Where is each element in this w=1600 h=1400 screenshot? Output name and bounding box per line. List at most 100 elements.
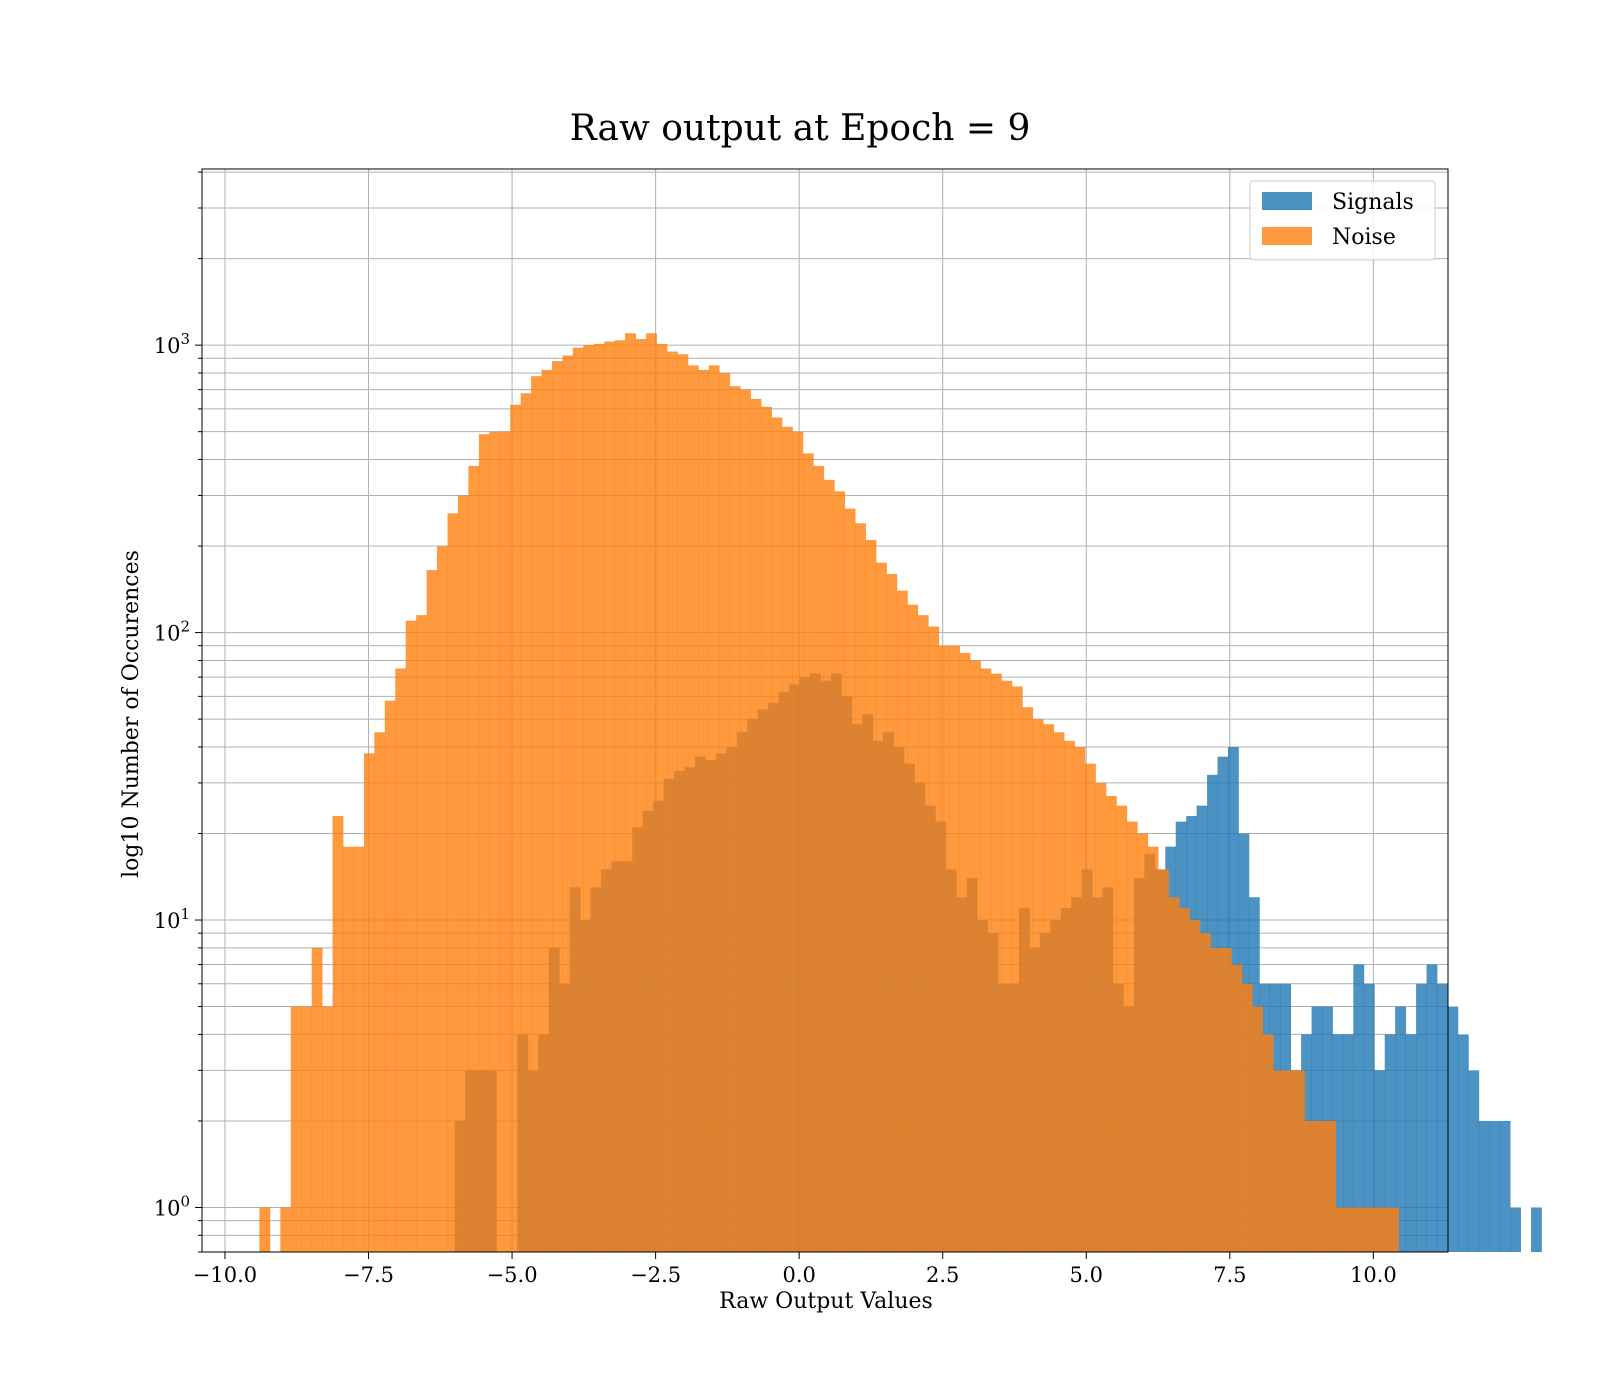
noise-bar [1001, 680, 1013, 1252]
signals-bar [1478, 1120, 1490, 1252]
noise-bar [1356, 1207, 1368, 1252]
noise-bar [761, 406, 772, 1252]
noise-bar [374, 732, 386, 1252]
noise-bar [917, 615, 929, 1252]
noise-bar [1367, 1207, 1379, 1252]
noise-bar [1179, 908, 1190, 1252]
noise-bar [1346, 1207, 1358, 1252]
noise-bar [1022, 707, 1034, 1252]
noise-bar [834, 491, 846, 1253]
noise-bar [405, 620, 417, 1252]
noise-bar [865, 539, 877, 1252]
legend-swatch-signals [1262, 192, 1312, 210]
legend-label-signals: Signals [1332, 190, 1414, 215]
noise-bar [949, 645, 960, 1252]
noise-bar [1043, 724, 1055, 1252]
signals-bar [1447, 1006, 1459, 1252]
noise-bar [593, 343, 605, 1252]
noise-bar [625, 333, 637, 1252]
noise-bar [855, 523, 866, 1252]
noise-bar [572, 347, 584, 1252]
noise-bar [928, 626, 940, 1252]
noise-bar [1074, 746, 1086, 1252]
noise-bar [280, 1207, 292, 1252]
x-tick-label: 7.5 [1213, 1263, 1246, 1287]
noise-bar [1335, 1207, 1347, 1252]
signals-bar [1468, 1070, 1480, 1252]
noise-bar [740, 389, 751, 1252]
noise-bar [311, 947, 323, 1252]
y-tick-label: 102 [154, 618, 190, 646]
noise-bar [1377, 1207, 1389, 1252]
noise-bar [552, 361, 563, 1253]
x-axis-ticks: −10.0 −7.5 −5.0 −2.5 0.0 2.5 5.0 7.5 10.0 [193, 1252, 1397, 1287]
noise-bar [1210, 947, 1222, 1252]
noise-bar [907, 604, 919, 1252]
noise-bar [792, 431, 804, 1252]
x-tick-label: −2.5 [630, 1263, 681, 1287]
noise-bar [1220, 947, 1232, 1252]
x-tick-label: 2.5 [926, 1263, 959, 1287]
noise-bar [1294, 1070, 1305, 1252]
noise-bar [499, 431, 511, 1252]
noise-bar [844, 508, 856, 1252]
noise-bar [802, 453, 814, 1252]
x-tick-label: 10.0 [1350, 1263, 1397, 1287]
noise-bar [886, 573, 898, 1252]
noise-bar [426, 570, 438, 1252]
noise-bar [823, 479, 835, 1252]
noise-bar [938, 645, 950, 1252]
legend: Signals Noise [1249, 180, 1436, 261]
noise-bar [970, 660, 981, 1252]
noise-bar [1147, 846, 1159, 1252]
noise-bar [1137, 833, 1149, 1252]
noise-bar [698, 369, 710, 1252]
noise-bar [1126, 821, 1138, 1252]
noise-bar [489, 431, 501, 1252]
noise-bar [562, 355, 574, 1252]
noise-bar [959, 652, 971, 1252]
signals-bar [1489, 1120, 1501, 1252]
signals-bar [1384, 1034, 1396, 1252]
noise-bar [708, 365, 720, 1252]
y-axis-label: log10 Number of Occurences [119, 550, 144, 878]
signals-bar [1353, 964, 1365, 1252]
noise-bar [666, 351, 678, 1252]
noise-bar [1314, 1120, 1326, 1252]
noise-bar [353, 846, 365, 1252]
noise-bar [301, 1006, 313, 1252]
noise-bar [541, 369, 553, 1252]
noise-bar [719, 372, 731, 1252]
noise-bar [614, 340, 626, 1252]
signals-bar [1436, 983, 1448, 1252]
noise-bar [1032, 719, 1044, 1252]
noise-bar [1064, 740, 1075, 1252]
x-axis-label: Raw Output Values [719, 1289, 933, 1314]
noise-bar [510, 404, 522, 1252]
noise-bar [729, 386, 741, 1252]
y-tick-label: 101 [154, 905, 190, 933]
x-tick-label: −5.0 [487, 1263, 538, 1287]
signals-bar [1416, 983, 1427, 1252]
noise-bar [813, 465, 825, 1253]
signals-bar [1374, 1070, 1386, 1252]
noise-bar [1262, 1034, 1274, 1252]
noise-bar [395, 668, 407, 1252]
noise-bar [520, 393, 532, 1252]
noise-bar [604, 341, 616, 1252]
noise-bar [677, 354, 689, 1252]
noise-bar [656, 343, 668, 1252]
noise-bar [1011, 686, 1023, 1252]
x-tick-label: 0.0 [782, 1263, 815, 1287]
noise-bar [384, 700, 396, 1252]
noise-bar [1231, 964, 1243, 1252]
legend-swatch-noise [1262, 227, 1312, 245]
noise-bar [646, 333, 657, 1252]
signals-bar [1342, 1034, 1354, 1252]
noise-bar [457, 495, 469, 1252]
y-tick-label: 103 [154, 330, 190, 358]
noise-bar [468, 465, 480, 1253]
noise-bar [290, 1006, 302, 1252]
